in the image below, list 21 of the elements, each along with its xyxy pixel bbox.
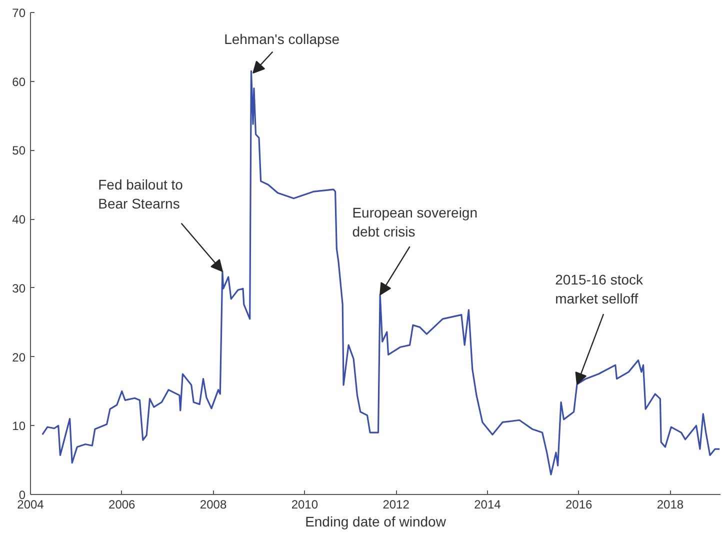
annotation: European sovereign debt crisis: [352, 204, 478, 240]
x-tick-label: 2012: [382, 498, 410, 512]
x-axis-title: Ending date of window: [305, 514, 447, 530]
y-tick-label: 10: [12, 419, 26, 434]
annotation: Lehman's collapse: [224, 30, 340, 47]
annotation: 2015-16 stock market selloff: [555, 271, 644, 307]
y-tick-label: 40: [12, 212, 26, 227]
x-tick-label: 2010: [291, 498, 318, 512]
annotation: Fed bailout to Bear Stearns: [98, 176, 184, 212]
x-tick-label: 2018: [656, 498, 684, 512]
line-series: [42, 70, 720, 476]
x-tick-label: 2014: [474, 498, 502, 512]
y-tick-label: 70: [12, 6, 26, 20]
y-tick-label: 20: [12, 350, 26, 364]
y-tick-label: 30: [12, 281, 26, 296]
y-tick-label: 60: [12, 74, 26, 89]
x-tick-label: 2006: [108, 498, 136, 512]
x-tick-label: 2016: [565, 498, 593, 512]
x-tick-label: 2004: [17, 498, 44, 512]
x-tick-label: 2008: [200, 498, 227, 512]
y-tick-label: 50: [12, 144, 26, 158]
